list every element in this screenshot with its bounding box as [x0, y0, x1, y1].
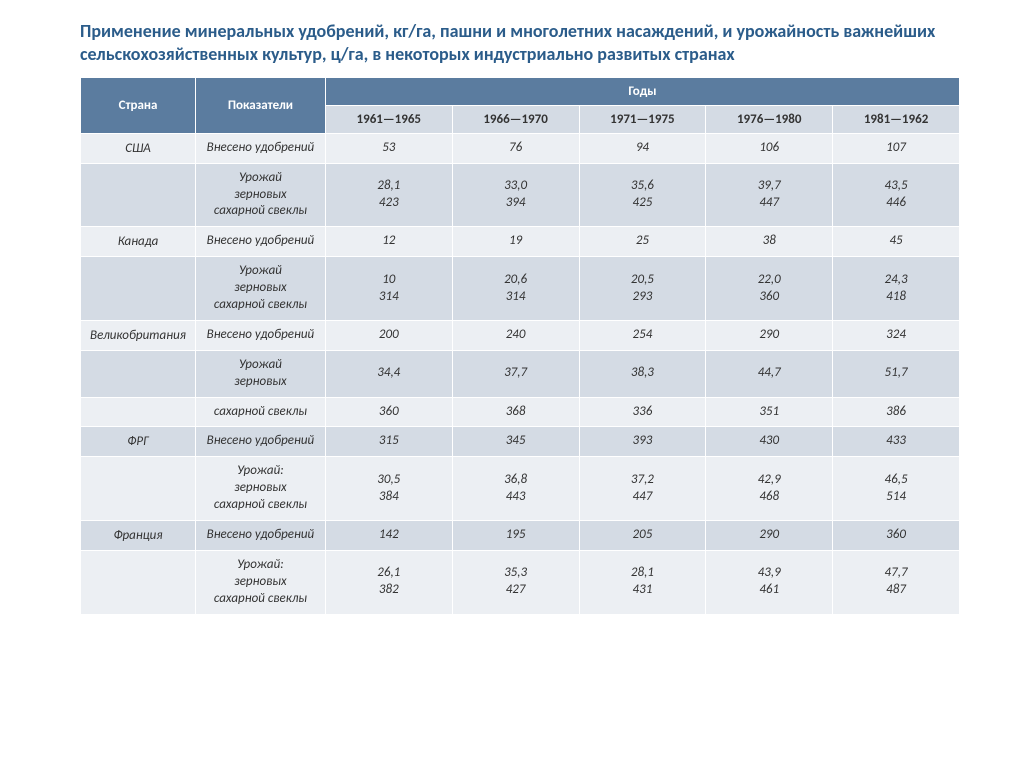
- value-cell: 37,2 447: [579, 457, 706, 521]
- indicator-cell: Внесено удобрений: [195, 427, 325, 457]
- value-cell: 22,0 360: [706, 257, 833, 321]
- value-cell: 43,9 461: [706, 550, 833, 614]
- value-cell: 345: [452, 427, 579, 457]
- table-body: СШАВнесено удобрений537694106107Урожай з…: [81, 133, 960, 614]
- value-cell: 324: [833, 320, 960, 350]
- value-cell: 38,3: [579, 350, 706, 397]
- value-cell: 35,3 427: [452, 550, 579, 614]
- data-table: Страна Показатели Годы 1961—1965 1966—19…: [80, 77, 960, 615]
- country-cell: Великобритания: [81, 320, 196, 350]
- value-cell: 360: [833, 521, 960, 551]
- indicator-cell: Внесено удобрений: [195, 320, 325, 350]
- value-cell: 200: [325, 320, 452, 350]
- value-cell: 106: [706, 133, 833, 163]
- value-cell: 24,3 418: [833, 257, 960, 321]
- col-years-group: Годы: [325, 77, 959, 105]
- col-year-2: 1971—1975: [579, 105, 706, 133]
- value-cell: 254: [579, 320, 706, 350]
- country-cell: [81, 163, 196, 227]
- country-cell: США: [81, 133, 196, 163]
- value-cell: 46,5 514: [833, 457, 960, 521]
- indicator-cell: Урожай: зерновых сахарной свеклы: [195, 550, 325, 614]
- table-row: Урожай зерновых сахарной свеклы10 31420,…: [81, 257, 960, 321]
- value-cell: 36,8 443: [452, 457, 579, 521]
- value-cell: 94: [579, 133, 706, 163]
- value-cell: 430: [706, 427, 833, 457]
- page-title: Применение минеральных удобрений, кг/га,…: [80, 20, 960, 67]
- table-row: ФРГВнесено удобрений315345393430433: [81, 427, 960, 457]
- country-cell: [81, 550, 196, 614]
- indicator-cell: Внесено удобрений: [195, 227, 325, 257]
- table-row: КанадаВнесено удобрений1219253845: [81, 227, 960, 257]
- value-cell: 37,7: [452, 350, 579, 397]
- value-cell: 12: [325, 227, 452, 257]
- table-row: ВеликобританияВнесено удобрений200240254…: [81, 320, 960, 350]
- value-cell: 34,4: [325, 350, 452, 397]
- value-cell: 19: [452, 227, 579, 257]
- value-cell: 44,7: [706, 350, 833, 397]
- table-row: Урожай: зерновых сахарной свеклы30,5 384…: [81, 457, 960, 521]
- value-cell: 351: [706, 397, 833, 427]
- value-cell: 393: [579, 427, 706, 457]
- value-cell: 35,6 425: [579, 163, 706, 227]
- value-cell: 76: [452, 133, 579, 163]
- value-cell: 25: [579, 227, 706, 257]
- value-cell: 107: [833, 133, 960, 163]
- indicator-cell: Урожай зерновых: [195, 350, 325, 397]
- value-cell: 33,0 394: [452, 163, 579, 227]
- value-cell: 142: [325, 521, 452, 551]
- value-cell: 51,7: [833, 350, 960, 397]
- country-cell: [81, 397, 196, 427]
- value-cell: 28,1 431: [579, 550, 706, 614]
- table-row: ФранцияВнесено удобрений142195205290360: [81, 521, 960, 551]
- value-cell: 53: [325, 133, 452, 163]
- value-cell: 205: [579, 521, 706, 551]
- value-cell: 386: [833, 397, 960, 427]
- col-year-0: 1961—1965: [325, 105, 452, 133]
- col-country: Страна: [81, 77, 196, 133]
- value-cell: 45: [833, 227, 960, 257]
- value-cell: 39,7 447: [706, 163, 833, 227]
- indicator-cell: Урожай: зерновых сахарной свеклы: [195, 457, 325, 521]
- value-cell: 30,5 384: [325, 457, 452, 521]
- value-cell: 43,5 446: [833, 163, 960, 227]
- value-cell: 336: [579, 397, 706, 427]
- value-cell: 360: [325, 397, 452, 427]
- country-cell: [81, 350, 196, 397]
- indicator-cell: Внесено удобрений: [195, 133, 325, 163]
- col-year-3: 1976—1980: [706, 105, 833, 133]
- value-cell: 47,7 487: [833, 550, 960, 614]
- table-row: сахарной свеклы360368336351386: [81, 397, 960, 427]
- value-cell: 10 314: [325, 257, 452, 321]
- table-row: СШАВнесено удобрений537694106107: [81, 133, 960, 163]
- table-row: Урожай зерновых34,437,738,344,751,7: [81, 350, 960, 397]
- value-cell: 38: [706, 227, 833, 257]
- col-year-4: 1981—1962: [833, 105, 960, 133]
- value-cell: 240: [452, 320, 579, 350]
- value-cell: 26,1 382: [325, 550, 452, 614]
- value-cell: 20,6 314: [452, 257, 579, 321]
- country-cell: Франция: [81, 521, 196, 551]
- value-cell: 20,5 293: [579, 257, 706, 321]
- value-cell: 315: [325, 427, 452, 457]
- value-cell: 433: [833, 427, 960, 457]
- value-cell: 290: [706, 521, 833, 551]
- indicator-cell: сахарной свеклы: [195, 397, 325, 427]
- col-year-1: 1966—1970: [452, 105, 579, 133]
- value-cell: 28,1 423: [325, 163, 452, 227]
- table-row: Урожай: зерновых сахарной свеклы26,1 382…: [81, 550, 960, 614]
- indicator-cell: Внесено удобрений: [195, 521, 325, 551]
- table-row: Урожай зерновых сахарной свеклы28,1 4233…: [81, 163, 960, 227]
- country-cell: [81, 457, 196, 521]
- country-cell: [81, 257, 196, 321]
- value-cell: 290: [706, 320, 833, 350]
- country-cell: ФРГ: [81, 427, 196, 457]
- value-cell: 368: [452, 397, 579, 427]
- indicator-cell: Урожай зерновых сахарной свеклы: [195, 163, 325, 227]
- value-cell: 42,9 468: [706, 457, 833, 521]
- col-indicator: Показатели: [195, 77, 325, 133]
- indicator-cell: Урожай зерновых сахарной свеклы: [195, 257, 325, 321]
- country-cell: Канада: [81, 227, 196, 257]
- value-cell: 195: [452, 521, 579, 551]
